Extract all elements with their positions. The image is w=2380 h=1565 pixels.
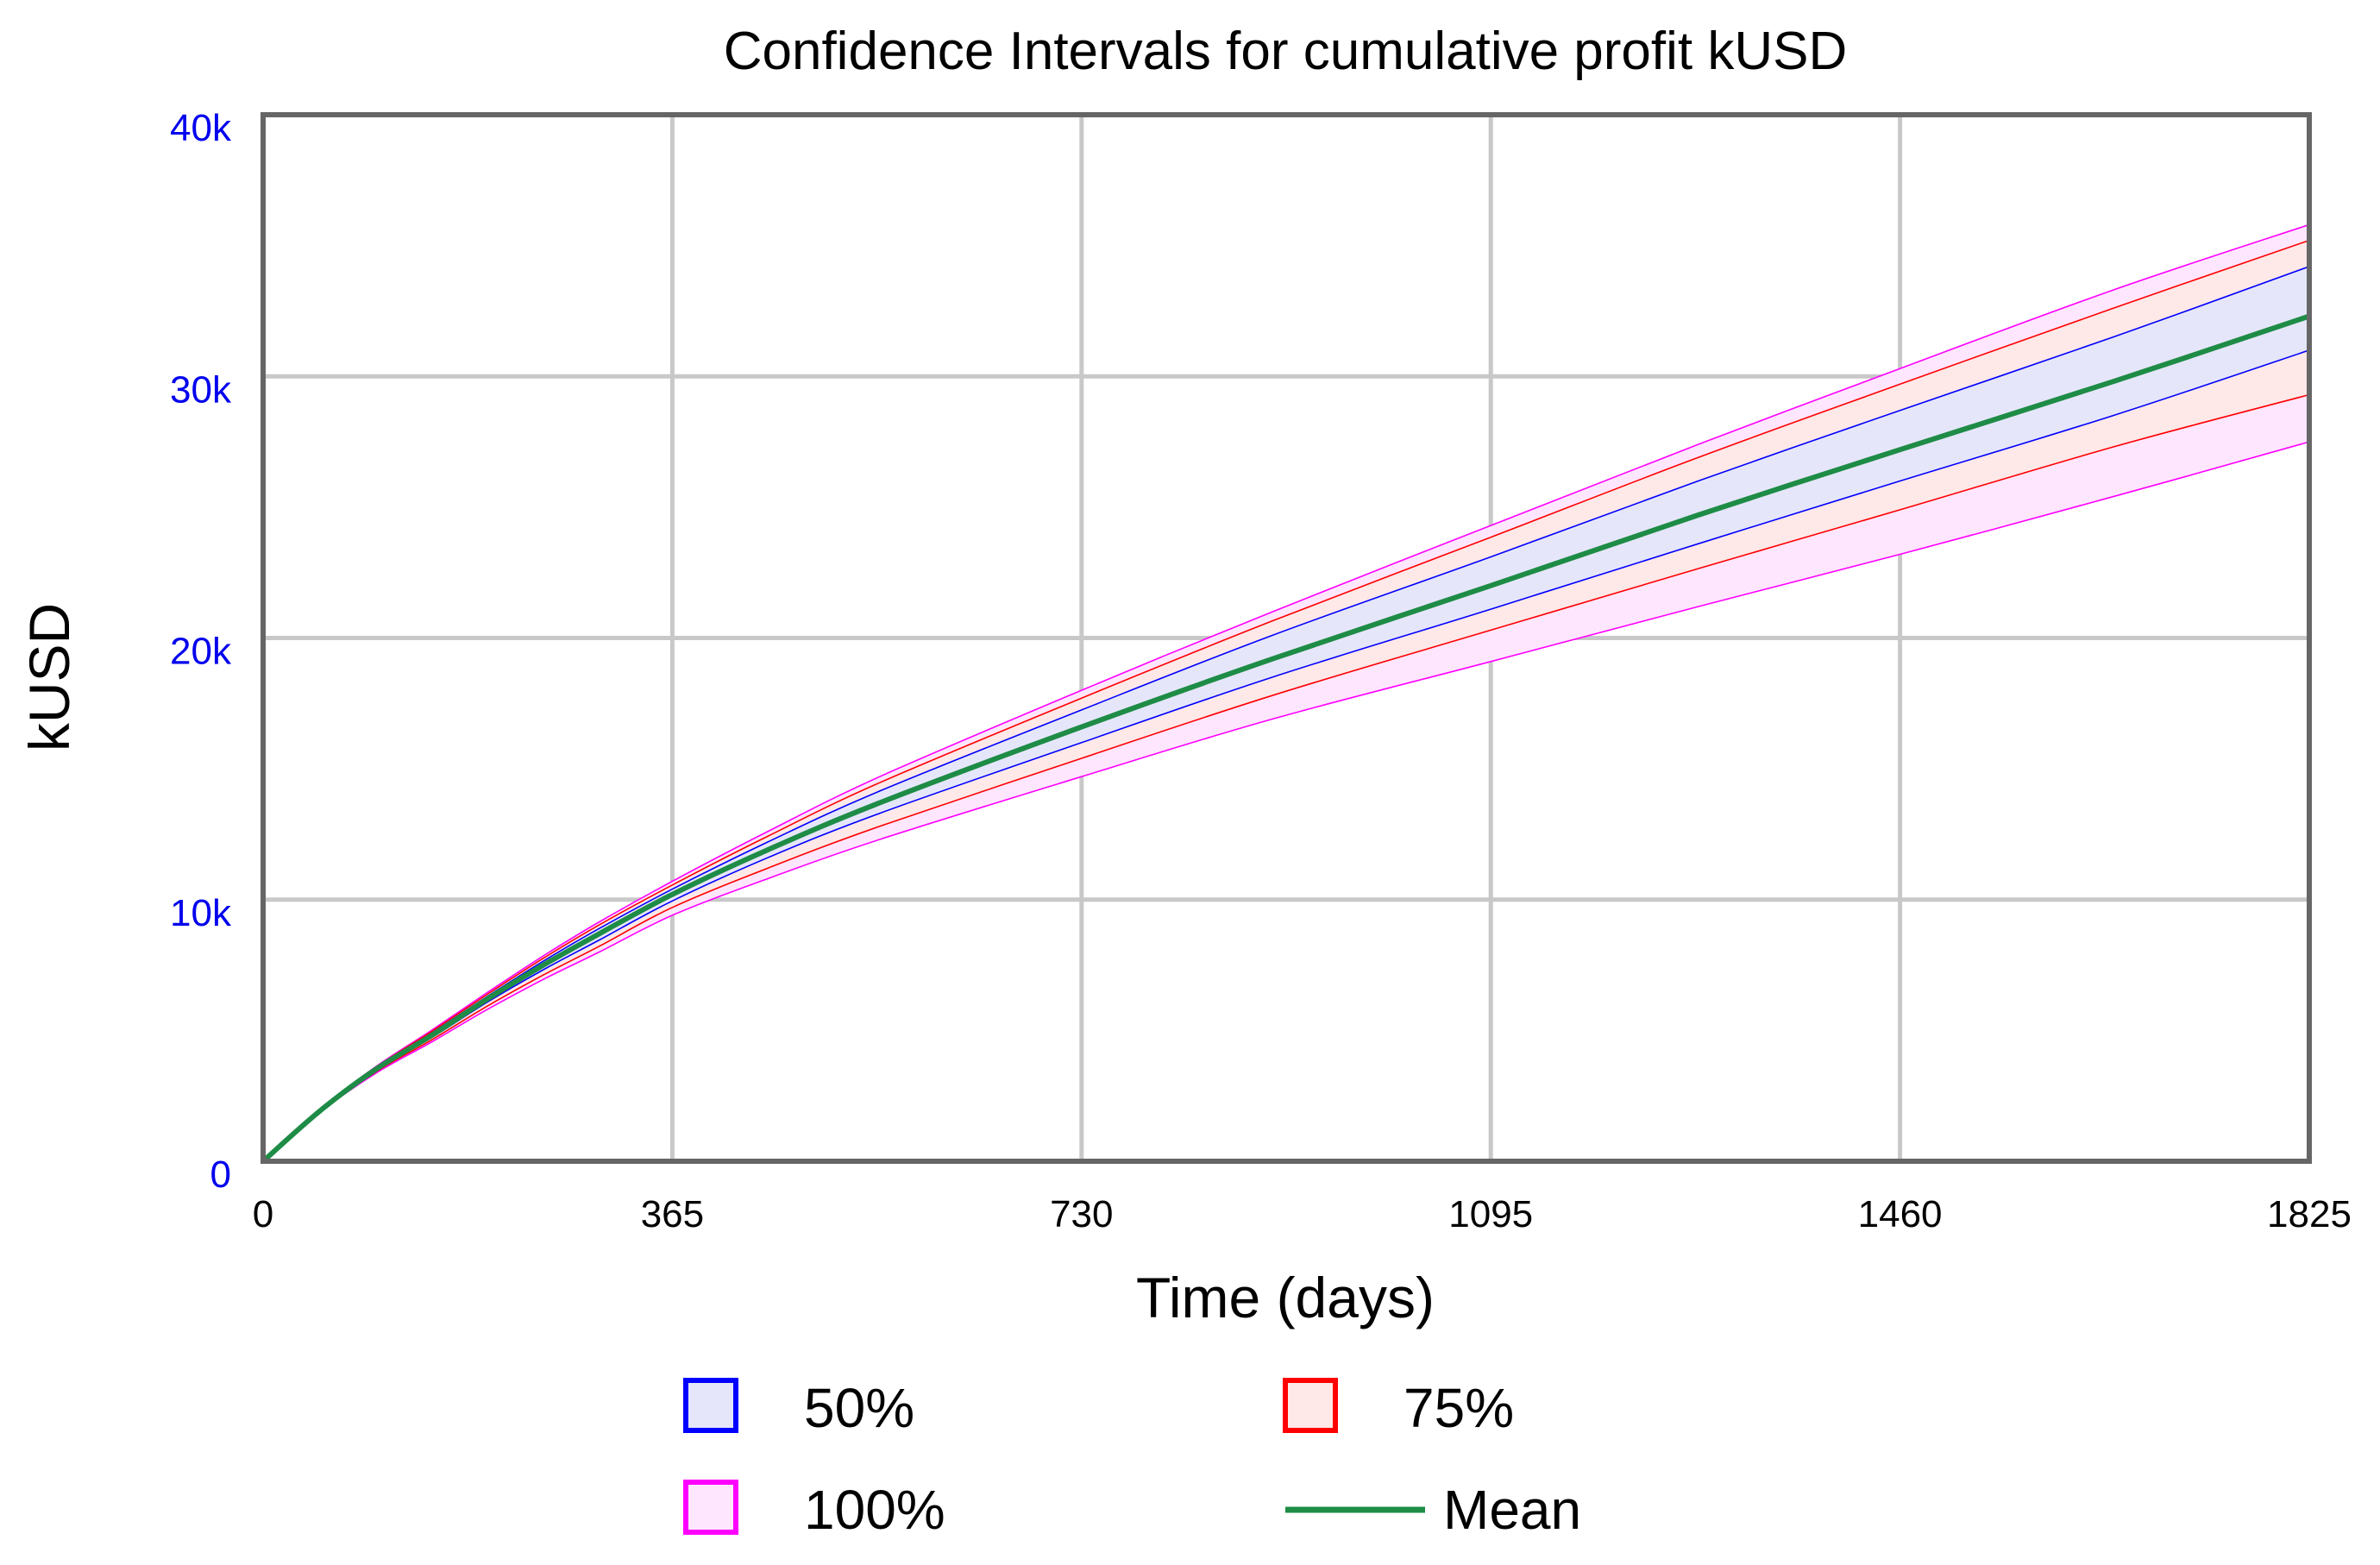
confidence-bands	[263, 224, 2309, 1162]
mean-line-group	[261, 313, 2310, 1164]
y-tick-label: 0	[210, 1153, 231, 1196]
legend-swatch	[683, 1480, 738, 1535]
legend-swatch	[1283, 1378, 1338, 1433]
y-tick-label: 30k	[170, 368, 232, 411]
legend-label: 100%	[804, 1479, 945, 1541]
band-lower-line-100pct	[262, 441, 2310, 1162]
band-upper-line-100pct	[262, 223, 2310, 1162]
band-area-50pct	[263, 266, 2309, 1161]
plot-frame	[261, 112, 2312, 1164]
legend-label: 50%	[804, 1377, 914, 1439]
x-tick-label: 365	[641, 1193, 704, 1235]
x-tick-label: 1460	[1858, 1193, 1943, 1235]
y-tick-label: 40k	[170, 107, 232, 149]
x-tick-label: 1825	[2267, 1193, 2352, 1235]
band-upper-line-75pct	[262, 239, 2310, 1162]
y-tick-label: 10k	[170, 892, 232, 934]
y-tick-labels: 0 10k 20k 30k 40k	[170, 107, 232, 1196]
x-axis-title: Time (days)	[1136, 1266, 1435, 1329]
chart-title: Confidence Intervals for cumulative prof…	[724, 22, 1848, 81]
x-tick-labels: 0 365 730 1095 1460 1825	[253, 1193, 2352, 1235]
x-tick-label: 1095	[1448, 1193, 1533, 1235]
y-axis-title: kUSD	[17, 603, 81, 751]
band-lower-line-75pct	[262, 393, 2310, 1162]
mean-line	[261, 313, 2310, 1164]
legend-label: 75%	[1404, 1377, 1514, 1439]
x-tick-label: 0	[253, 1193, 273, 1235]
y-tick-label: 20k	[170, 631, 232, 673]
legend-label: Mean	[1443, 1479, 1581, 1541]
legend-swatch	[683, 1378, 738, 1433]
legend: 50% 75% 100% Mean	[683, 1377, 1581, 1541]
x-tick-label: 730	[1050, 1193, 1113, 1235]
